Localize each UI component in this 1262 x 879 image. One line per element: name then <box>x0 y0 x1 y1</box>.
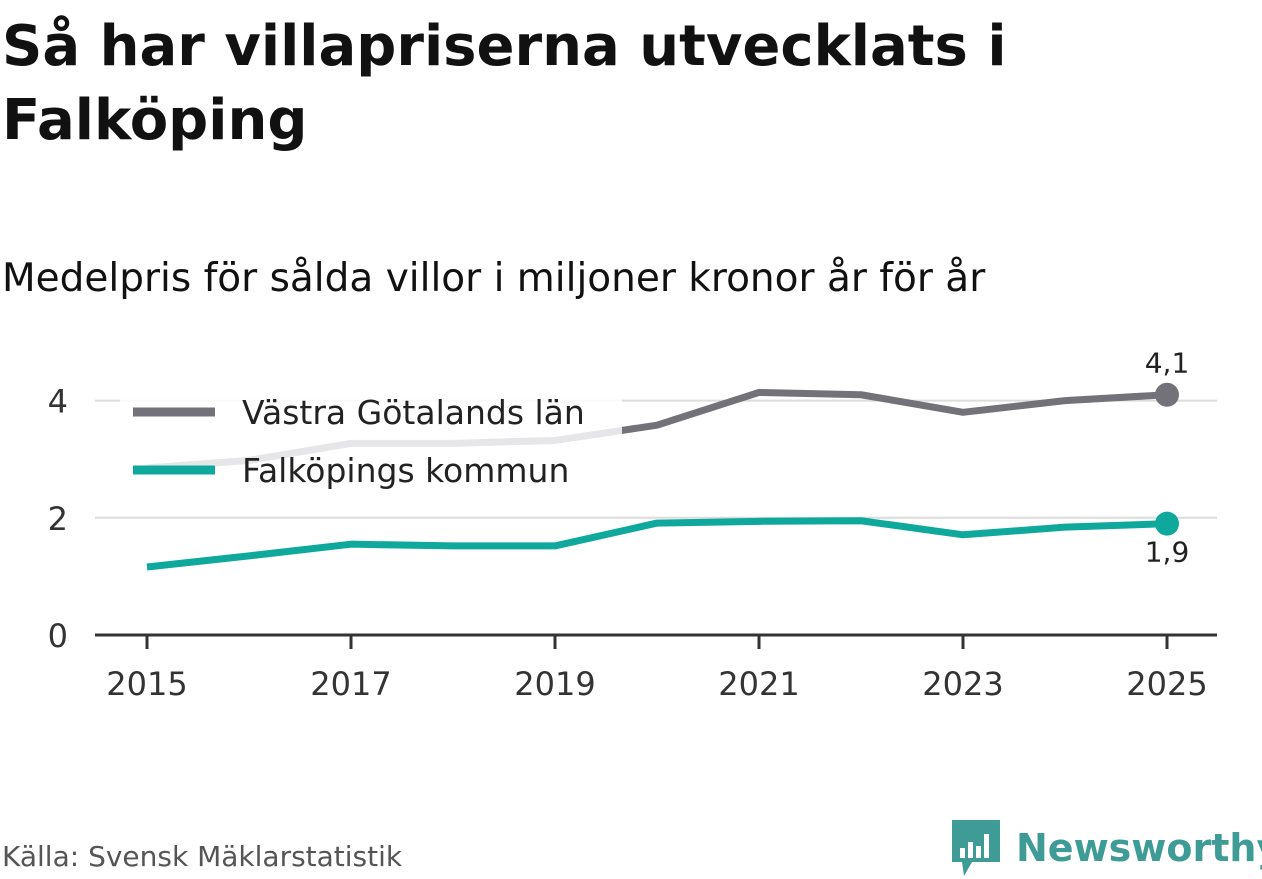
y-tick-label: 0 <box>48 617 68 655</box>
series-line-falkoping <box>146 517 1168 571</box>
line-chart: 0 2 4 Västra Götalands län Falköpings kommu… <box>48 347 1217 703</box>
newsworthy-logo-icon <box>952 820 1000 876</box>
end-value-label: 1,9 <box>1145 536 1190 569</box>
data-labels: 4,1 1,9 <box>1145 347 1190 569</box>
end-point-vastra-gotaland <box>1155 382 1179 407</box>
end-value-label: 4,1 <box>1145 347 1190 380</box>
source-note: Källa: Svensk Mäklarstatistik <box>2 840 403 873</box>
x-tick-label: 2019 <box>514 665 595 703</box>
y-tick-label: 2 <box>48 500 68 538</box>
x-tick-label: 2025 <box>1126 665 1207 703</box>
legend: Västra Götalands län Falköpings kommun <box>133 393 585 490</box>
x-axis: 2015 2017 2019 2021 2023 2025 <box>95 633 1217 703</box>
legend-background <box>120 384 622 502</box>
brand: Newsworthy <box>950 818 1262 878</box>
legend-label: Västra Götalands län <box>242 393 585 432</box>
chart-subtitle: Medelpris för sålda villor i miljoner kr… <box>2 256 986 301</box>
brand-name: Newsworthy <box>1016 826 1262 870</box>
x-tick-label: 2023 <box>922 665 1003 703</box>
x-tick-label: 2021 <box>718 665 799 703</box>
legend-label: Falköpings kommun <box>242 451 569 490</box>
x-tick-label: 2015 <box>106 665 187 703</box>
chart-title: Så har villapriserna utvecklats i Falköp… <box>2 14 1007 153</box>
x-tick-label: 2017 <box>310 665 391 703</box>
y-tick-label: 4 <box>48 383 68 421</box>
end-point-falkoping <box>1155 511 1179 536</box>
